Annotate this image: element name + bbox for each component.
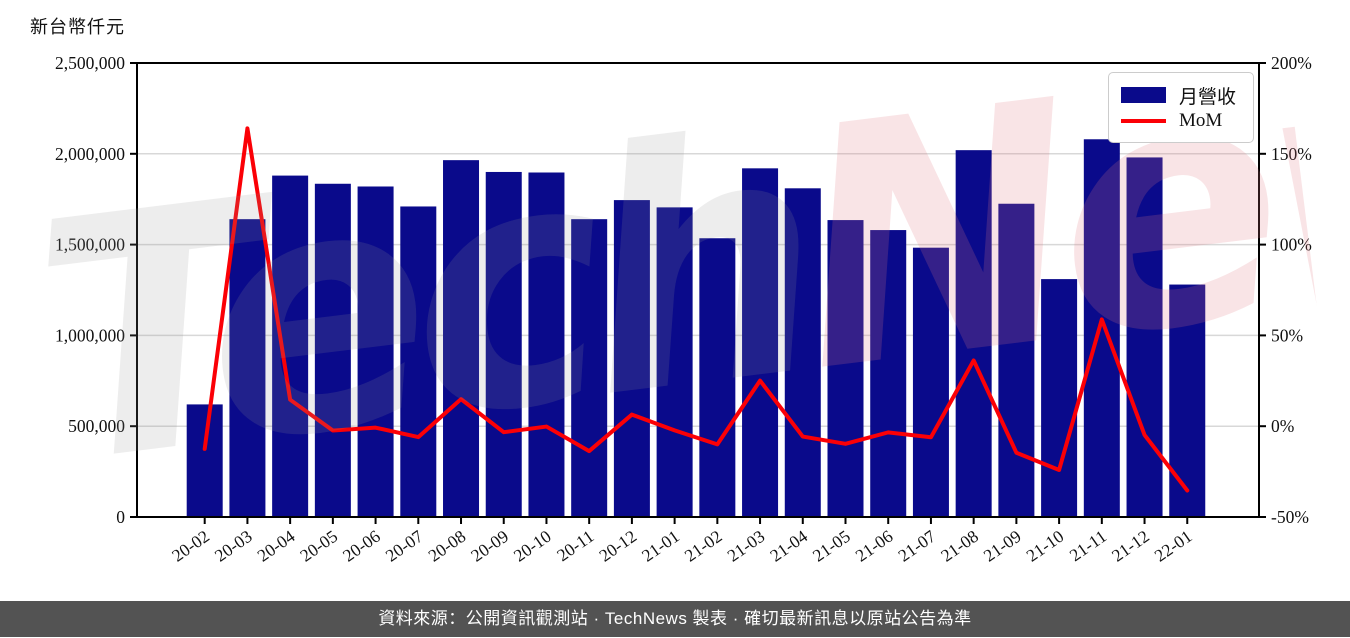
left-tick-label: 500,000 (68, 416, 125, 436)
plot-frame (136, 62, 1260, 518)
x-tick-label-21-06: 21-06 (852, 526, 897, 566)
mom-line (202, 126, 1190, 493)
legend: 月營收 MoM (1108, 72, 1254, 143)
revenue-bar-swatch (1121, 87, 1166, 103)
x-tick-label-20-10: 20-10 (510, 526, 555, 566)
source-footer-text: 資料來源：公開資訊觀測站 · TechNews 製表 · 確切最新訊息以原站公告… (378, 609, 972, 628)
revenue-mom-chart: 0 -50% 500,000 0% 1,000,000 50% 1,500,000 100% 2… (55, 53, 1312, 566)
revenue-bar-20-04 (272, 175, 309, 518)
legend-item-monthly-revenue: 月營收 (1121, 82, 1241, 108)
x-tick-label-20-07: 20-07 (382, 526, 427, 566)
revenue-bar-21-06 (870, 230, 907, 517)
x-tick-label-21-12: 21-12 (1108, 526, 1153, 566)
x-tick-label-20-11: 20-11 (553, 526, 597, 565)
mom-line-swatch (1121, 119, 1166, 123)
revenue-bar-20-06 (357, 186, 394, 517)
revenue-bar-21-10 (1041, 279, 1078, 517)
revenue-bar-20-05 (314, 183, 351, 517)
source-footer: 資料來源：公開資訊觀測站 · TechNews 製表 · 確切最新訊息以原站公告… (0, 601, 1350, 637)
x-tick-label-21-03: 21-03 (723, 526, 768, 566)
x-tick-label-21-01: 21-01 (638, 526, 683, 566)
revenue-bar-20-02 (186, 404, 223, 517)
revenue-bar-20-03 (229, 219, 266, 517)
revenue-bar-21-08 (955, 150, 992, 517)
right-tick-label: -50% (1271, 507, 1309, 527)
left-tick-label: 1,500,000 (55, 235, 125, 255)
revenue-bar-22-01 (1169, 284, 1206, 517)
revenue-bar-21-07 (912, 247, 949, 517)
revenue-bar-20-11 (571, 219, 608, 517)
x-tick-label-20-12: 20-12 (595, 526, 640, 566)
revenue-bar-20-12 (613, 200, 650, 517)
left-tick-label: 1,000,000 (55, 325, 125, 345)
right-tick-label: 150% (1271, 144, 1312, 164)
left-tick-label: 2,500,000 (55, 53, 125, 73)
x-tick-label-21-08: 21-08 (937, 526, 982, 566)
x-tick-label-21-10: 21-10 (1022, 526, 1067, 566)
revenue-bar-21-12 (1126, 157, 1163, 517)
revenue-bar-21-04 (784, 188, 821, 517)
right-tick-label: 200% (1271, 53, 1312, 73)
right-tick-label: 50% (1271, 325, 1303, 345)
x-tick-label-20-03: 20-03 (211, 526, 256, 566)
left-axis-unit-label: 新台幣仟元 (30, 17, 125, 37)
left-tick-label: 2,000,000 (55, 144, 125, 164)
x-tick-label-21-07: 21-07 (894, 526, 939, 566)
legend-label-mom: MoM (1179, 110, 1223, 131)
revenue-bar-21-09 (998, 203, 1035, 518)
legend-label-revenue: 月營收 (1179, 86, 1237, 108)
x-tick-label-21-11: 21-11 (1066, 526, 1110, 565)
x-tick-label-20-09: 20-09 (467, 526, 512, 566)
x-tick-label-20-06: 20-06 (339, 526, 384, 566)
revenue-bar-20-09 (485, 171, 522, 517)
revenue-bar-21-05 (827, 220, 864, 518)
revenue-bar-20-07 (400, 206, 437, 518)
x-tick-label-22-01: 22-01 (1151, 526, 1196, 566)
revenue-bar-20-10 (528, 172, 565, 517)
x-tick-label-21-09: 21-09 (980, 526, 1025, 566)
left-tick-label: 0 (116, 507, 125, 527)
right-tick-label: 100% (1271, 235, 1312, 255)
revenue-bar-21-11 (1083, 139, 1120, 517)
legend-item-mom: MoM (1121, 108, 1241, 134)
revenue-bar-21-01 (656, 207, 693, 517)
x-tick-label-20-08: 20-08 (424, 526, 469, 566)
right-tick-label: 0% (1271, 416, 1294, 436)
x-tick-label-20-02: 20-02 (168, 526, 213, 566)
x-tick-label-21-05: 21-05 (809, 526, 854, 566)
x-tick-label-21-04: 21-04 (766, 526, 811, 566)
x-tick-label-21-02: 21-02 (681, 526, 726, 566)
x-tick-label-20-05: 20-05 (296, 526, 341, 566)
x-tick-label-20-04: 20-04 (254, 526, 299, 566)
revenue-bar-21-03 (742, 168, 779, 517)
revenue-bar-20-08 (443, 160, 480, 517)
revenue-bar-21-02 (699, 238, 736, 517)
